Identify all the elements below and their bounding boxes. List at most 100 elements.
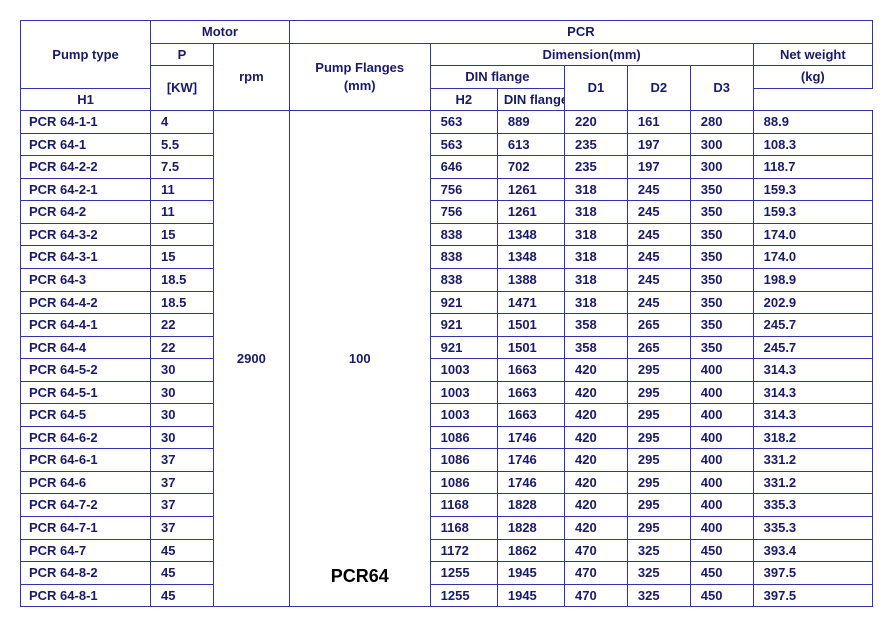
cell-p: 30 [151,426,214,449]
cell-p: 11 [151,178,214,201]
table-row: PCR 64-53010031663420295400314.3 [21,404,873,427]
cell-h1: 838 [430,269,497,292]
cell-h2: 1501 [497,336,564,359]
cell-h1: 921 [430,336,497,359]
cell-h2: 1862 [497,539,564,562]
cell-h2: 1746 [497,471,564,494]
cell-h1: 1003 [430,404,497,427]
table-row: PCR 64-7-13711681828420295400335.3 [21,517,873,540]
table-row: PCR 64-6-13710861746420295400331.2 [21,449,873,472]
cell-h2: 1828 [497,517,564,540]
cell-d3: 350 [690,314,753,337]
cell-h2: 1746 [497,449,564,472]
cell-h2: 1388 [497,269,564,292]
cell-d3: 400 [690,381,753,404]
cell-p: 22 [151,314,214,337]
cell-d1: 420 [565,517,628,540]
cell-p: 15 [151,246,214,269]
cell-flanges-merged: 100PCR64 [289,111,430,607]
table-row: PCR 64-5-23010031663420295400314.3 [21,359,873,382]
cell-w: 331.2 [753,471,872,494]
cell-h1: 1086 [430,426,497,449]
cell-h1: 1255 [430,562,497,585]
cell-pump-type: PCR 64-8-2 [21,562,151,585]
cell-p: 45 [151,539,214,562]
cell-d2: 295 [627,449,690,472]
header-net-weight: Net weight [753,43,872,66]
cell-w: 314.3 [753,359,872,382]
cell-d3: 280 [690,111,753,134]
cell-d1: 358 [565,336,628,359]
cell-pump-type: PCR 64-5 [21,404,151,427]
cell-d2: 295 [627,494,690,517]
cell-d3: 450 [690,539,753,562]
cell-d2: 295 [627,471,690,494]
cell-h2: 702 [497,156,564,179]
cell-d3: 400 [690,471,753,494]
cell-h2: 1663 [497,381,564,404]
cell-d3: 300 [690,133,753,156]
cell-d1: 235 [565,133,628,156]
cell-p: 45 [151,584,214,607]
cell-w: 318.2 [753,426,872,449]
cell-p: 5.5 [151,133,214,156]
cell-pump-type: PCR 64-3-2 [21,223,151,246]
cell-h1: 756 [430,201,497,224]
cell-d3: 450 [690,584,753,607]
cell-h2: 1348 [497,246,564,269]
cell-pump-type: PCR 64-5-1 [21,381,151,404]
cell-d1: 318 [565,269,628,292]
cell-d1: 235 [565,156,628,179]
cell-d1: 318 [565,223,628,246]
cell-d2: 265 [627,314,690,337]
cell-w: 397.5 [753,562,872,585]
header-flanges-label: Pump Flanges [315,60,404,75]
cell-pump-type: PCR 64-2 [21,201,151,224]
cell-w: 159.3 [753,201,872,224]
cell-w: 174.0 [753,246,872,269]
cell-d3: 400 [690,359,753,382]
cell-pump-type: PCR 64-4 [21,336,151,359]
cell-h1: 1255 [430,584,497,607]
cell-p: 18.5 [151,269,214,292]
cell-h1: 838 [430,223,497,246]
table-row: PCR 64-2117561261318245350159.3 [21,201,873,224]
cell-d2: 325 [627,584,690,607]
cell-p: 37 [151,449,214,472]
table-row: PCR 64-6-23010861746420295400318.2 [21,426,873,449]
cell-p: 37 [151,494,214,517]
cell-d3: 350 [690,178,753,201]
cell-p: 15 [151,223,214,246]
cell-d3: 450 [690,562,753,585]
cell-w: 108.3 [753,133,872,156]
cell-d1: 470 [565,539,628,562]
cell-d3: 400 [690,404,753,427]
cell-h1: 1086 [430,471,497,494]
table-body: PCR 64-1-142900100PCR6456388922016128088… [21,111,873,607]
cell-d3: 350 [690,201,753,224]
cell-h2: 1501 [497,314,564,337]
cell-w: 202.9 [753,291,872,314]
cell-h1: 1168 [430,517,497,540]
cell-h2: 1261 [497,178,564,201]
cell-w: 245.7 [753,314,872,337]
table-row: PCR 64-4-218.59211471318245350202.9 [21,291,873,314]
cell-pump-type: PCR 64-3-1 [21,246,151,269]
table-row: PCR 64-5-13010031663420295400314.3 [21,381,873,404]
cell-d2: 245 [627,246,690,269]
cell-p: 37 [151,517,214,540]
cell-d2: 245 [627,291,690,314]
cell-pump-type: PCR 64-1-1 [21,111,151,134]
header-motor: Motor [151,21,290,44]
cell-w: 331.2 [753,449,872,472]
header-din-flange: DIN flange [430,66,564,89]
cell-d2: 197 [627,133,690,156]
cell-h1: 756 [430,178,497,201]
cell-d1: 420 [565,471,628,494]
cell-d2: 295 [627,381,690,404]
table-row: PCR 64-1-142900100PCR6456388922016128088… [21,111,873,134]
header-dimension: Dimension(mm) [430,43,753,66]
cell-w: 118.7 [753,156,872,179]
header-d2: D2 [627,66,690,111]
cell-h1: 1003 [430,359,497,382]
